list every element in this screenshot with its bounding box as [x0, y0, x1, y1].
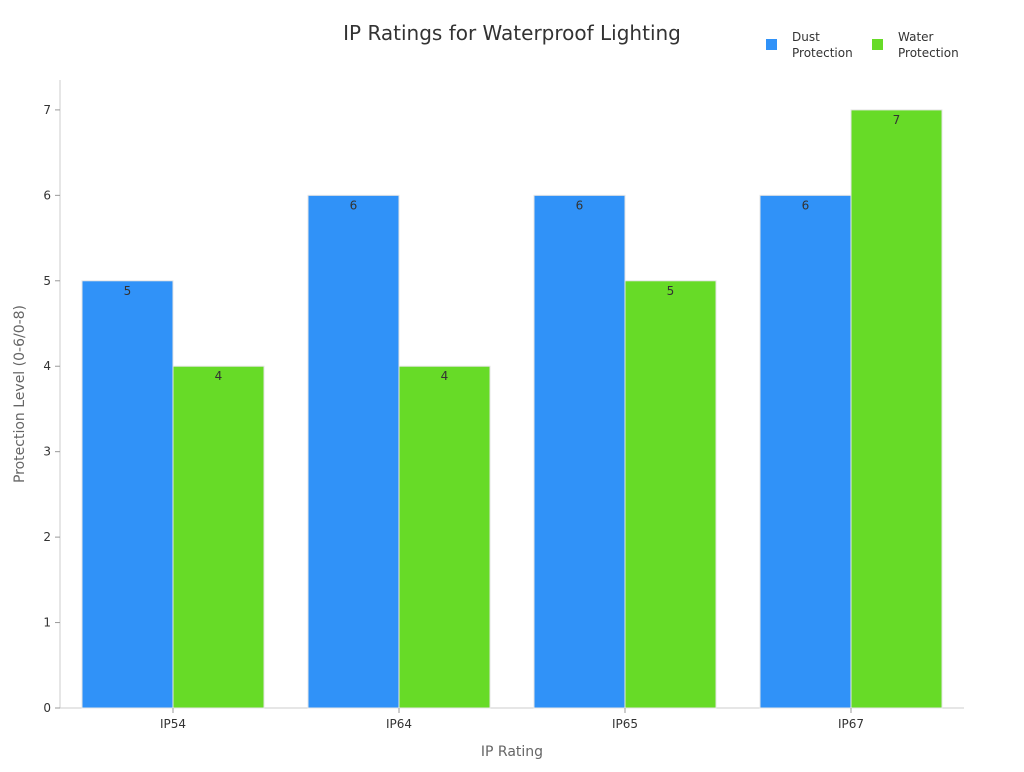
legend-label: Dust Protection — [792, 30, 853, 60]
legend-label-line: Protection — [898, 46, 959, 60]
legend-swatch — [872, 39, 883, 50]
x-tick-label: IP65 — [612, 717, 638, 731]
x-tick-label: IP64 — [386, 717, 412, 731]
y-tick-label: 5 — [43, 274, 51, 288]
bar-value-label: 6 — [576, 198, 584, 212]
bar-water-ip67 — [850, 109, 943, 709]
y-tick-label: 1 — [43, 616, 51, 630]
bar-water-ip65 — [624, 280, 717, 709]
chart-title: IP Ratings for Waterproof Lighting — [343, 21, 681, 45]
bar-value-label: 5 — [124, 284, 132, 298]
bar-value-label: 6 — [350, 198, 358, 212]
bar-water-ip64 — [398, 365, 491, 709]
legend-label: Water Protection — [898, 30, 959, 60]
bar-value-label: 6 — [802, 198, 810, 212]
legend-label-line: Dust — [792, 30, 820, 44]
bar-value-label: 4 — [441, 369, 449, 383]
y-tick-label: 2 — [43, 530, 51, 544]
y-tick-label: 6 — [43, 188, 51, 202]
legend-swatch — [766, 39, 777, 50]
bar-labels-group: 5 4 6 4 6 5 6 7 — [124, 113, 901, 383]
bar-value-label: 5 — [667, 284, 675, 298]
bar-dust-ip54 — [81, 280, 174, 709]
y-tick-label: 3 — [43, 445, 51, 459]
bar-water-ip54 — [172, 365, 265, 709]
x-tick-label: IP54 — [160, 717, 186, 731]
y-ticks-group: 0 1 2 3 4 5 6 7 — [43, 103, 60, 715]
bar-dust-ip67 — [759, 194, 852, 709]
bar-dust-ip64 — [307, 194, 400, 709]
y-tick-label: 7 — [43, 103, 51, 117]
legend: Dust Protection Water Protection — [766, 30, 959, 60]
bar-value-label: 7 — [893, 113, 901, 127]
x-ticks-group: IP54 IP64 IP65 IP67 — [160, 708, 864, 731]
bars-group — [81, 109, 943, 709]
y-tick-label: 4 — [43, 359, 51, 373]
x-tick-label: IP67 — [838, 717, 864, 731]
y-tick-label: 0 — [43, 701, 51, 715]
y-axis-title: Protection Level (0-6/0-8) — [12, 305, 28, 483]
bar-value-label: 4 — [215, 369, 223, 383]
legend-label-line: Protection — [792, 46, 853, 60]
x-axis-title: IP Rating — [481, 744, 543, 760]
legend-label-line: Water — [898, 30, 934, 44]
bar-dust-ip65 — [533, 194, 626, 709]
